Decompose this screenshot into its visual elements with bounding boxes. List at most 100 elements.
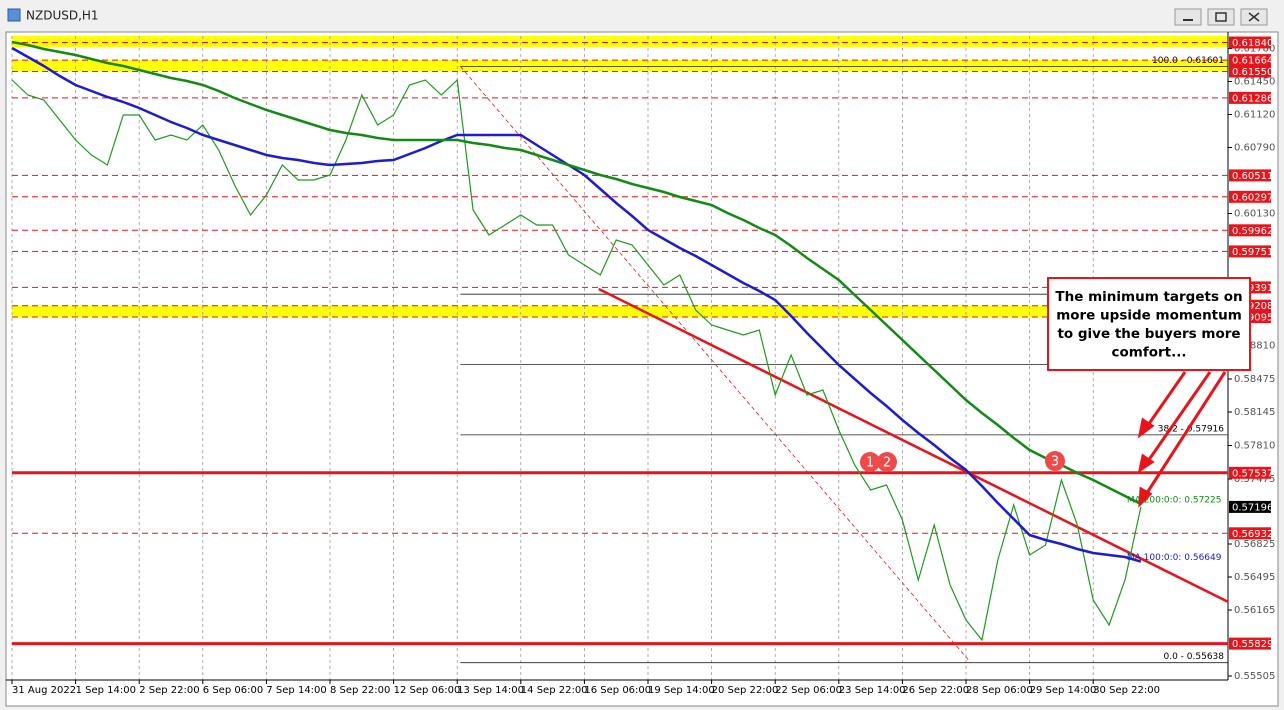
x-tick-label: 6 Sep 06:00 xyxy=(203,685,263,696)
annotation-line: comfort... xyxy=(1112,345,1187,361)
y-tick-label: 0.55505 xyxy=(1234,671,1275,682)
x-tick-label: 1 Sep 14:00 xyxy=(76,685,136,696)
window-icon xyxy=(7,8,21,22)
series-line xyxy=(11,78,1142,642)
y-tick-label: 0.58145 xyxy=(1234,407,1275,418)
maximize-icon xyxy=(1215,12,1227,22)
level-label: 0.61286 xyxy=(1232,93,1273,104)
level-tag xyxy=(1229,54,1271,67)
price-label: 0.57196 xyxy=(1232,502,1273,513)
level-label: 0.60511 xyxy=(1232,171,1273,182)
level-label: 0.55829 xyxy=(1232,639,1273,650)
fib-label: 100.0 - 0.61601 xyxy=(1152,56,1224,66)
level-tag xyxy=(1229,190,1271,203)
series-label: MA 100:0:0: 0.56649 xyxy=(1127,553,1222,563)
arrow xyxy=(1144,371,1187,429)
level-tag xyxy=(1229,245,1271,258)
x-tick-label: 20 Sep 22:00 xyxy=(712,685,779,696)
x-tick-label: 12 Sep 06:00 xyxy=(394,685,461,696)
x-tick-label: 13 Sep 14:00 xyxy=(457,685,524,696)
maximize-button[interactable] xyxy=(1207,8,1235,26)
series-line xyxy=(11,46,1142,563)
y-tick-label: 0.56495 xyxy=(1234,572,1275,583)
level-tag xyxy=(1229,36,1271,49)
level-label: 0.59095 xyxy=(1232,313,1273,324)
x-tick-label: 22 Sep 06:00 xyxy=(775,685,842,696)
level-tag xyxy=(1229,527,1271,540)
y-tick-label: 0.56825 xyxy=(1234,539,1275,550)
x-tick-label: 7 Sep 14:00 xyxy=(266,685,326,696)
level-tag xyxy=(1229,65,1271,78)
arrow-head xyxy=(1137,417,1155,439)
series-line xyxy=(11,40,1142,506)
level-label: 0.60297 xyxy=(1232,192,1273,203)
y-tick-label: 0.58810 xyxy=(1234,341,1275,352)
series-label: MA 200:0:0: 0.57225 xyxy=(1127,496,1222,506)
y-tick-label: 0.57810 xyxy=(1234,441,1275,452)
fib-label: 38.2 - 0.57916 xyxy=(1158,424,1224,434)
x-tick-label: 23 Sep 14:00 xyxy=(839,685,906,696)
x-tick-label: 16 Sep 06:00 xyxy=(584,685,651,696)
window-buttons[interactable] xyxy=(1174,8,1284,26)
overlay: 1 2 3 The minimum targets on more upside mom… xyxy=(860,277,1251,508)
level-tag xyxy=(1229,224,1271,237)
level-label: 0.61664 xyxy=(1232,56,1273,67)
level-tag xyxy=(1229,637,1271,650)
y-tick-label: 0.60130 xyxy=(1234,209,1275,220)
level-tag xyxy=(1229,91,1271,104)
x-tick-label: 28 Sep 06:00 xyxy=(966,685,1033,696)
level-tag xyxy=(1229,466,1271,479)
level-tag xyxy=(1229,169,1271,182)
marker xyxy=(877,452,897,472)
y-tick-label: 0.57475 xyxy=(1234,474,1275,485)
x-tick-label: 14 Sep 22:00 xyxy=(521,685,588,696)
minimize-button[interactable] xyxy=(1174,8,1202,26)
annotation-line: The minimum targets on xyxy=(1055,289,1242,305)
arrow xyxy=(1143,371,1227,497)
annotation-line: to give the buyers more xyxy=(1057,326,1240,342)
marker-label: 3 xyxy=(1051,455,1059,470)
y-tick-label: 0.58475 xyxy=(1234,374,1275,385)
y-tick-label: 0.61780 xyxy=(1234,44,1275,55)
annotation-box xyxy=(1047,277,1251,371)
level-label: 0.61840 xyxy=(1232,38,1273,49)
level-label: 0.61550 xyxy=(1232,67,1273,78)
y-tick-label: 0.56165 xyxy=(1234,605,1275,616)
arrow-head xyxy=(1137,453,1155,474)
marker-label: 1 xyxy=(866,456,874,471)
level-label: 0.59962 xyxy=(1232,226,1273,237)
trendline xyxy=(598,287,1229,604)
close-icon xyxy=(1248,12,1260,22)
trendline xyxy=(460,66,972,663)
y-tick-label: 0.61120 xyxy=(1234,110,1275,121)
level-label: 0.56932 xyxy=(1232,529,1273,540)
level-label: 0.59208 xyxy=(1232,301,1273,312)
annotation-arrows xyxy=(1137,371,1227,508)
x-tick-label: 26 Sep 22:00 xyxy=(902,685,969,696)
zone xyxy=(12,60,1228,72)
zone xyxy=(12,305,1228,317)
fib-label: 0.0 - 0.55638 xyxy=(1164,652,1225,662)
window-title: NZDUSD,H1 xyxy=(26,9,99,23)
level-label: 0.59391 xyxy=(1232,283,1273,294)
y-tick-label: 0.61450 xyxy=(1234,77,1275,88)
marker xyxy=(860,452,880,472)
marker xyxy=(1045,451,1065,471)
plot: NZDUSD,H10.567880.572110.567880.571960.6… xyxy=(6,32,1275,696)
x-tick-label: 2 Sep 22:00 xyxy=(139,685,199,696)
marker-label: 2 xyxy=(883,456,891,471)
arrow xyxy=(1144,371,1212,465)
y-tick-label: 0.60790 xyxy=(1234,143,1275,154)
zone xyxy=(12,36,1228,47)
annotation-line: more upside momentum xyxy=(1056,308,1242,324)
price-tag xyxy=(1229,500,1271,513)
arrow-head xyxy=(1138,486,1153,508)
x-tick-label: 30 Sep 22:00 xyxy=(1093,685,1160,696)
x-tick-label: 19 Sep 14:00 xyxy=(648,685,715,696)
x-tick-label: 29 Sep 14:00 xyxy=(1030,685,1097,696)
x-tick-label: 31 Aug 2022 xyxy=(12,685,76,696)
x-tick-label: 8 Sep 22:00 xyxy=(330,685,390,696)
level-label: 0.59751 xyxy=(1232,247,1273,258)
level-label: 0.57537 xyxy=(1232,468,1273,479)
